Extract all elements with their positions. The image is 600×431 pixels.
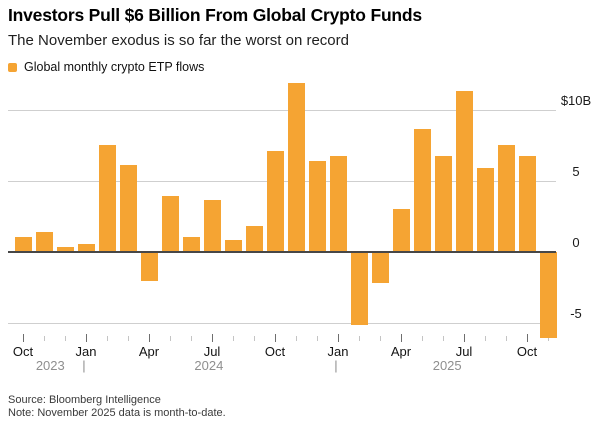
x-axis-tick — [505, 336, 507, 341]
x-month-label-6: Apr — [138, 344, 160, 359]
x-axis-tick — [274, 334, 276, 342]
bar-oct-2024 — [266, 150, 284, 252]
bar-dec-2024 — [308, 160, 326, 252]
x-axis-tick — [148, 334, 150, 342]
note-line: Note: November 2025 data is month-to-dat… — [8, 407, 226, 419]
bar-apr-2025 — [392, 208, 410, 252]
bar-nov-2025 — [539, 251, 557, 339]
x-axis-tick — [400, 334, 402, 342]
x-axis-tick — [463, 334, 465, 342]
x-month-label-15: Jan — [327, 344, 349, 359]
x-axis-tick — [316, 336, 318, 341]
x-axis-tick — [106, 336, 108, 341]
bar-mar-2024 — [119, 164, 137, 252]
bar-may-2025 — [413, 129, 431, 252]
bar-feb-2025 — [350, 251, 368, 326]
bar-sep-2025 — [497, 145, 515, 252]
bar-apr-2024 — [140, 251, 158, 282]
x-axis-tick — [22, 334, 24, 342]
x-month-label-18: Apr — [390, 344, 412, 359]
x-month-label-12: Oct — [264, 344, 286, 359]
legend-swatch-icon — [8, 62, 17, 72]
year-label-2023: 2023 — [35, 358, 65, 373]
bar-dec-2023 — [56, 247, 74, 252]
x-axis-tick — [547, 336, 549, 341]
x-axis-tick — [421, 336, 423, 341]
x-month-label-3: Jan — [75, 344, 97, 359]
x-axis-tick — [253, 336, 255, 341]
x-month-label-9: Jul — [203, 344, 221, 359]
x-axis-tick — [484, 336, 486, 341]
bar-sep-2024 — [245, 225, 263, 252]
bar-aug-2025 — [476, 167, 494, 252]
y-tick-label--5: -5 — [570, 306, 582, 321]
bar-jun-2025 — [434, 156, 452, 252]
x-axis-tick — [169, 336, 171, 341]
x-month-label-21: Jul — [455, 344, 473, 359]
x-axis-tick — [85, 334, 87, 342]
x-axis-tick — [379, 336, 381, 341]
year-label-2024: 2024 — [194, 358, 224, 373]
chart-title: Investors Pull $6 Billion From Global Cr… — [8, 5, 422, 25]
bar-mar-2025 — [371, 251, 389, 283]
x-axis-tick — [337, 334, 339, 342]
source-line: Source: Bloomberg Intelligence — [8, 394, 161, 406]
gridline--5 — [8, 322, 556, 324]
bar-feb-2024 — [98, 145, 116, 252]
bar-jan-2024 — [77, 244, 95, 252]
bar-jul-2024 — [203, 200, 221, 252]
legend-label: Global monthly crypto ETP flows — [24, 60, 205, 74]
y-tick-label-5: 5 — [572, 164, 580, 179]
bar-nov-2023 — [35, 231, 53, 252]
x-axis-tick — [190, 336, 192, 341]
x-month-label-24: Oct — [516, 344, 538, 359]
x-axis-tick — [43, 336, 45, 341]
bar-jan-2025 — [329, 156, 347, 252]
zero-axis-line — [8, 250, 556, 253]
bar-aug-2024 — [224, 240, 242, 252]
bar-oct-2025 — [518, 156, 536, 252]
year-label-2025: 2025 — [432, 358, 462, 373]
x-axis-tick — [211, 334, 213, 342]
y-tick-label-0: 0 — [572, 235, 580, 250]
y-tick-label-10: $10B — [560, 93, 592, 108]
bar-nov-2024 — [287, 82, 305, 252]
x-month-label-0: Oct — [12, 344, 34, 359]
x-axis-tick — [295, 336, 297, 341]
x-axis-tick — [64, 336, 66, 341]
bar-jun-2024 — [182, 237, 200, 252]
x-axis-tick — [526, 334, 528, 342]
x-axis-tick — [127, 336, 129, 341]
gridline-10 — [8, 109, 556, 111]
chart-subtitle: The November exodus is so far the worst … — [8, 32, 349, 49]
legend: Global monthly crypto ETP flows — [8, 60, 204, 74]
x-axis-tick — [232, 336, 234, 341]
year-separator: | — [334, 358, 338, 373]
bar-jul-2025 — [455, 91, 473, 252]
year-separator: | — [82, 358, 86, 373]
bar-oct-2023 — [14, 237, 32, 252]
x-axis-tick — [442, 336, 444, 341]
bar-may-2024 — [161, 196, 179, 252]
x-axis-tick — [358, 336, 360, 341]
